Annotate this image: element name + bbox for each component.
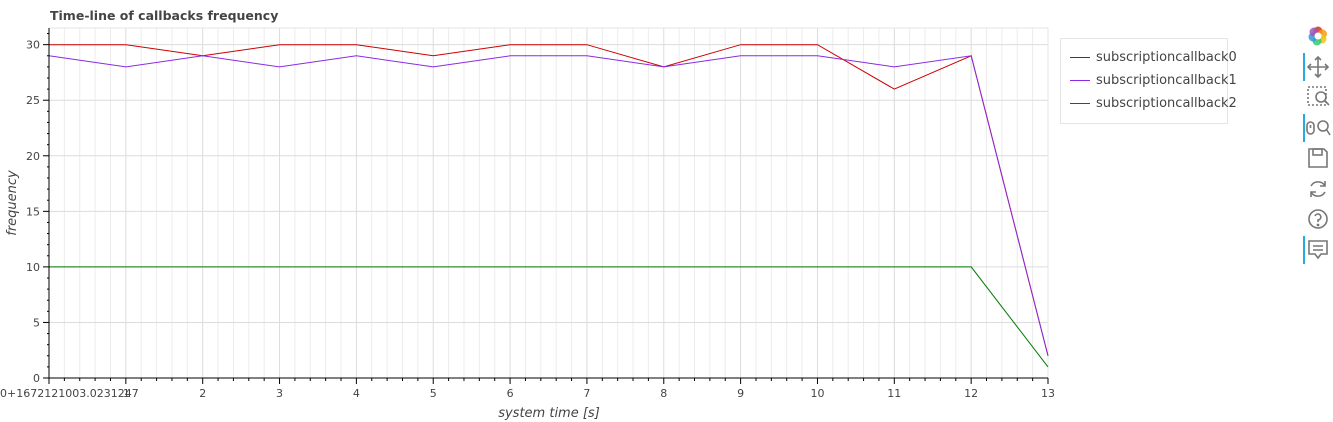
- x-tick-label: 8: [660, 387, 667, 400]
- x-axis-label: system time [s]: [498, 406, 600, 421]
- x-tick-label: 2: [199, 387, 206, 400]
- y-tick-label: 15: [26, 205, 40, 218]
- grid-major: [49, 28, 1049, 379]
- x-tick-label: 13: [1041, 387, 1055, 400]
- pan-icon[interactable]: [1303, 53, 1332, 81]
- x-tick-label: 5: [430, 387, 437, 400]
- x-tick-label: 9: [737, 387, 744, 400]
- x-offset-label: 0+1672121003.0231247: [0, 387, 139, 400]
- legend-swatch-1: [1070, 79, 1090, 81]
- x-axis: 1 2 3 4 5 6 7 8 9 10 11 12 13: [48, 377, 1055, 400]
- legend-swatch-2: [1070, 102, 1090, 104]
- y-tick-label: 0: [33, 372, 40, 385]
- series-line-0: [49, 44, 1049, 356]
- legend: subscriptioncallback0 subscriptioncallba…: [1060, 38, 1237, 124]
- legend-item[interactable]: subscriptioncallback1: [1070, 70, 1237, 90]
- grid-minor: [63, 28, 1034, 378]
- series-line-1: [48, 55, 1049, 356]
- x-tick-label: 4: [353, 387, 360, 400]
- x-tick-label: 11: [887, 387, 901, 400]
- x-tick-label: 7: [583, 387, 590, 400]
- chart: Time-line of callbacks frequency 0510152…: [0, 8, 1055, 421]
- hover-icon[interactable]: [1303, 236, 1332, 264]
- reset-icon[interactable]: [1304, 175, 1332, 203]
- help-icon[interactable]: [1304, 205, 1332, 233]
- y-axis-label: frequency: [5, 170, 20, 236]
- box-zoom-icon[interactable]: [1304, 83, 1332, 111]
- x-tick-label: 10: [810, 387, 824, 400]
- x-tick-label: 6: [507, 387, 514, 400]
- plot-frame: [48, 27, 1049, 379]
- bokeh-logo-icon[interactable]: [1304, 22, 1332, 50]
- legend-label: subscriptioncallback2: [1096, 95, 1237, 111]
- y-tick-label: 25: [26, 94, 40, 107]
- x-tick-label: 12: [964, 387, 978, 400]
- series-lines: [48, 44, 1049, 368]
- y-tick-label: 5: [33, 316, 40, 329]
- y-tick-label: 30: [26, 39, 40, 52]
- x-tick-label: 1: [123, 387, 130, 400]
- chart-title: Time-line of callbacks frequency: [50, 8, 278, 23]
- legend-swatch-0: [1070, 56, 1090, 58]
- y-axis: 0 5 10 15 20 25 30: [26, 28, 50, 385]
- series-line-2: [49, 266, 1049, 368]
- y-tick-label: 20: [26, 150, 40, 163]
- save-icon[interactable]: [1304, 144, 1332, 172]
- legend-label: subscriptioncallback0: [1096, 49, 1237, 65]
- x-tick-label: 3: [276, 387, 283, 400]
- wheel-zoom-icon[interactable]: [1303, 114, 1332, 142]
- legend-item[interactable]: subscriptioncallback0: [1070, 47, 1237, 67]
- legend-label: subscriptioncallback1: [1096, 72, 1237, 88]
- legend-item[interactable]: subscriptioncallback2: [1070, 93, 1237, 113]
- toolbar: [1300, 22, 1333, 272]
- y-tick-label: 10: [26, 261, 40, 274]
